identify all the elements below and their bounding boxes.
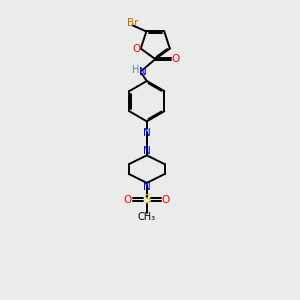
Text: N: N [143, 146, 151, 157]
Text: O: O [133, 44, 141, 54]
Text: O: O [124, 195, 132, 205]
Text: S: S [143, 194, 151, 206]
Text: N: N [139, 67, 146, 77]
Text: N: N [143, 128, 151, 138]
Text: O: O [172, 54, 180, 64]
Text: N: N [143, 182, 151, 192]
Text: H: H [132, 65, 139, 75]
Text: CH₃: CH₃ [138, 212, 156, 222]
Text: O: O [162, 195, 170, 205]
Text: Br: Br [127, 18, 139, 28]
